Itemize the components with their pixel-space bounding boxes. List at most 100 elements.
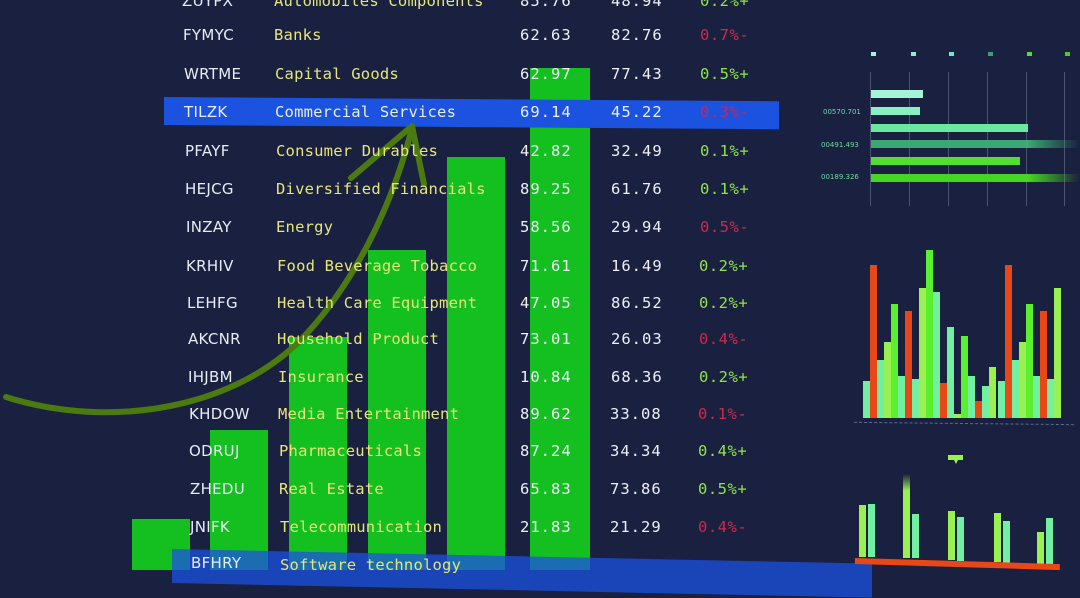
stock-table: ZUYPX Automobiles Components 85.76 48.94… xyxy=(182,0,750,574)
ticker-symbol: KHDOW xyxy=(189,405,250,423)
vbar xyxy=(994,513,1001,562)
vbar xyxy=(1019,342,1026,418)
hbar xyxy=(871,107,920,115)
value-secondary: 33.08 xyxy=(610,405,662,423)
vbar xyxy=(998,381,1005,418)
mini-vbar-chart xyxy=(854,250,1074,426)
change-percent: 0.1%+ xyxy=(700,180,750,198)
ticker-symbol: AKCNR xyxy=(188,330,241,348)
vbar-red xyxy=(1005,265,1012,418)
value-primary: 87.24 xyxy=(520,442,572,460)
mini-grouped-bar-chart xyxy=(854,455,1060,571)
background-bar-chart xyxy=(132,68,590,570)
vbar xyxy=(1046,518,1053,564)
gridline xyxy=(948,72,949,206)
value-secondary: 73.86 xyxy=(610,480,662,498)
value-primary: 47.05 xyxy=(520,294,572,312)
background-bar xyxy=(530,68,590,570)
gridline xyxy=(1026,72,1027,206)
value-primary: 69.14 xyxy=(520,103,572,121)
legend-marker xyxy=(1065,52,1070,56)
ticker-symbol: IHJBM xyxy=(188,368,233,386)
value-secondary: 29.94 xyxy=(611,218,663,236)
sector-name: Real Estate xyxy=(279,480,384,498)
vbar xyxy=(903,474,910,558)
sector-name: Household Product xyxy=(277,330,440,348)
ticker-symbol: INZAY xyxy=(186,218,232,236)
value-primary: 85.76 xyxy=(520,0,572,10)
hbar-value-label: 00491.493 xyxy=(821,141,859,149)
sector-name: Energy xyxy=(276,218,334,236)
value-primary: 42.82 xyxy=(520,142,572,160)
value-primary: 62.97 xyxy=(520,65,572,83)
change-percent: 0.2%+ xyxy=(699,294,749,312)
gridline xyxy=(1064,72,1065,206)
gridline xyxy=(870,72,871,206)
vbar xyxy=(1012,360,1019,418)
sector-name: Commercial Services xyxy=(275,103,457,121)
change-percent: 0.3%- xyxy=(700,103,750,121)
vbar-red xyxy=(975,401,982,418)
value-primary: 89.62 xyxy=(520,405,572,423)
value-primary: 89.25 xyxy=(520,180,572,198)
value-secondary: 61.76 xyxy=(611,180,663,198)
legend-marker xyxy=(871,52,876,56)
hbar xyxy=(871,157,1020,165)
value-secondary: 82.76 xyxy=(611,26,663,44)
vbar xyxy=(898,376,905,418)
vbar xyxy=(912,514,919,558)
hbar-value-label: 00570.701 xyxy=(823,108,861,116)
sector-name: Health Care Equipment xyxy=(277,294,478,312)
ticker-symbol: HEJCG xyxy=(185,180,234,198)
hbar-value-label: 00189.326 xyxy=(821,173,859,181)
vbar xyxy=(912,379,919,418)
mini-hbar-chart: 00570.701 00491.493 00189.326 xyxy=(815,45,1080,215)
change-percent: 0.5%- xyxy=(700,218,750,236)
vbar xyxy=(884,342,891,418)
vbar xyxy=(982,386,989,418)
vbar xyxy=(891,304,898,418)
sector-name: Food Beverage Tobacco xyxy=(277,257,478,275)
change-percent: 0.2%+ xyxy=(699,257,749,275)
vbar xyxy=(859,505,866,557)
vbar xyxy=(989,367,996,418)
ticker-symbol: WRTME xyxy=(184,65,242,83)
ticker-symbol: BFHRY xyxy=(191,554,242,572)
vbar-red xyxy=(905,311,912,418)
vbar xyxy=(1026,304,1033,418)
sector-name: Media Entertainment xyxy=(278,405,460,423)
background-bar xyxy=(210,430,268,570)
vbar xyxy=(1047,379,1054,418)
value-primary: 10.84 xyxy=(520,368,572,386)
hbar xyxy=(871,174,1080,182)
value-secondary: 34.34 xyxy=(610,442,662,460)
ticker-symbol: ZUYPX xyxy=(182,0,234,10)
tooltip-marker-icon xyxy=(948,455,963,460)
change-percent: 0.4%+ xyxy=(698,442,748,460)
sector-name: Insurance xyxy=(278,368,364,386)
hbar xyxy=(871,124,1028,132)
vbar xyxy=(948,511,955,560)
ticker-symbol: LEHFG xyxy=(187,294,238,312)
vbar xyxy=(863,381,870,418)
vbar xyxy=(877,360,884,418)
value-secondary: 21.29 xyxy=(610,518,662,536)
value-primary: 73.01 xyxy=(520,330,572,348)
gridline xyxy=(909,72,910,206)
value-primary: 62.63 xyxy=(520,26,572,44)
vbar-red xyxy=(870,265,877,418)
legend-marker xyxy=(988,52,993,56)
vbar xyxy=(926,250,933,418)
sector-name: Consumer Durables xyxy=(276,142,439,160)
change-percent: 0.2%+ xyxy=(699,368,749,386)
background-bar xyxy=(368,250,426,570)
vbar xyxy=(961,336,968,418)
change-percent: 0.5%+ xyxy=(698,480,748,498)
sector-name: Banks xyxy=(274,26,322,44)
hbar xyxy=(871,140,1080,148)
trend-arrow-icon xyxy=(3,123,427,416)
gridline xyxy=(987,72,988,206)
sector-name: Capital Goods xyxy=(275,65,399,83)
ticker-symbol: FYMYC xyxy=(183,26,235,44)
value-primary: 65.83 xyxy=(520,480,572,498)
